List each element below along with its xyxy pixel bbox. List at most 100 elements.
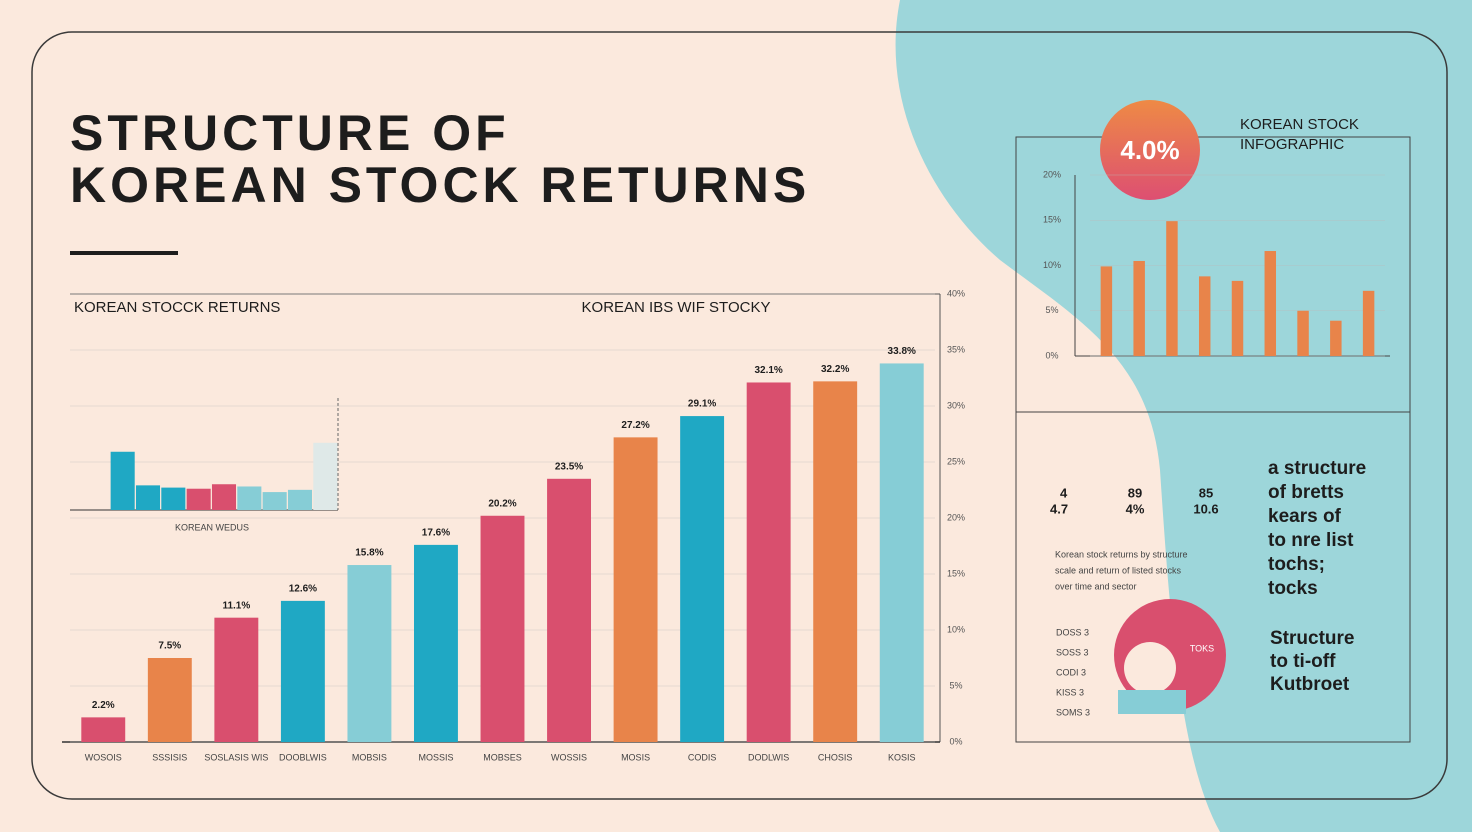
bullet-line: kears of bbox=[1268, 506, 1342, 527]
value-label: 32.1% bbox=[754, 365, 782, 376]
x-tick-label: MOSIS bbox=[621, 752, 650, 762]
x-tick-label: SOSLASIS WIS bbox=[204, 752, 268, 762]
chart-subtitle: KOREAN IBS WIF STOCKY bbox=[582, 299, 771, 316]
footer-line: to ti-off bbox=[1270, 651, 1336, 672]
stat: 10.6 bbox=[1193, 501, 1218, 516]
legend-entry: CODI 3 bbox=[1056, 667, 1086, 677]
bar bbox=[186, 488, 211, 510]
value-label: 20.2% bbox=[488, 498, 516, 509]
bar bbox=[414, 544, 458, 742]
pie-label: TOKS bbox=[1190, 643, 1214, 653]
stat: 4 bbox=[1060, 485, 1068, 500]
bullet-line: tochs; bbox=[1268, 554, 1325, 575]
y-tick-label: 40% bbox=[947, 288, 965, 298]
bar bbox=[110, 451, 135, 510]
inset-label: KOREAN WEDUS bbox=[175, 522, 249, 532]
legend-entry: DOSS 3 bbox=[1056, 627, 1089, 637]
bar bbox=[1362, 290, 1375, 356]
x-tick-label: KOSIS bbox=[888, 752, 916, 762]
bar bbox=[746, 382, 791, 742]
y-tick-label: 15% bbox=[947, 568, 965, 578]
y-tick-label: 25% bbox=[947, 456, 965, 466]
body-text: over time and sector bbox=[1055, 581, 1137, 591]
x-tick-label: MOSSIS bbox=[418, 752, 453, 762]
y-tick-label: 10% bbox=[947, 624, 965, 634]
legend-entry: SOMS 3 bbox=[1056, 707, 1090, 717]
stat: 85 bbox=[1199, 485, 1213, 500]
bullet-list: a structure of bretts kears of to nre list t… bbox=[1268, 458, 1366, 599]
bar bbox=[547, 478, 591, 742]
bar bbox=[147, 658, 192, 742]
value-label: 2.2% bbox=[92, 700, 115, 711]
panel-frame bbox=[1015, 136, 1411, 743]
value-label: 11.1% bbox=[222, 600, 250, 611]
bar bbox=[1297, 310, 1309, 356]
bar bbox=[313, 442, 338, 510]
bullet-line: to nre list bbox=[1268, 530, 1354, 551]
bar bbox=[680, 416, 725, 742]
bar bbox=[613, 437, 658, 742]
legend: DOSS 3 SOSS 3 CODI 3 KISS 3 SOMS 3 bbox=[1056, 627, 1090, 717]
y-tick-label: 0% bbox=[1045, 350, 1058, 360]
y-tick-label: 15% bbox=[1043, 215, 1061, 225]
bar bbox=[347, 565, 392, 742]
bar bbox=[813, 381, 858, 742]
bar bbox=[1264, 251, 1277, 356]
title-line: KOREAN STOCK RETURNS bbox=[70, 157, 810, 213]
bar bbox=[1231, 280, 1244, 356]
bar bbox=[287, 489, 313, 510]
value-label: 33.8% bbox=[888, 346, 916, 357]
bar bbox=[237, 486, 262, 510]
x-tick-label: SSSISIS bbox=[152, 752, 187, 762]
legend-entry: KISS 3 bbox=[1056, 687, 1084, 697]
y-tick-label: 35% bbox=[947, 344, 965, 354]
bar bbox=[1166, 221, 1178, 356]
background-blob bbox=[895, 0, 1472, 832]
stat: 4.7 bbox=[1050, 501, 1068, 516]
y-tick-label: 20% bbox=[1043, 169, 1061, 179]
title-rule bbox=[70, 251, 178, 255]
bar bbox=[1330, 320, 1342, 356]
bullet-line: tocks bbox=[1268, 578, 1318, 599]
value-label: 12.6% bbox=[289, 584, 317, 595]
y-tick-label: 0% bbox=[949, 736, 962, 746]
bullet-line: of bretts bbox=[1268, 482, 1344, 503]
bar bbox=[1133, 260, 1145, 356]
body-text: Korean stock returns by structure bbox=[1055, 549, 1188, 559]
frame bbox=[31, 31, 1448, 800]
footer-line: Structure bbox=[1270, 628, 1354, 649]
bar bbox=[135, 485, 161, 510]
x-tick-label: MOBSIS bbox=[352, 752, 387, 762]
footer-line: Kutbroet bbox=[1270, 674, 1350, 695]
bar bbox=[280, 600, 325, 742]
x-tick-label: WOSOIS bbox=[85, 752, 122, 762]
title-line: STRUCTURE OF bbox=[70, 105, 510, 161]
value-label: 32.2% bbox=[821, 364, 849, 375]
bar bbox=[262, 492, 287, 510]
y-tick-label: 5% bbox=[949, 680, 962, 690]
x-tick-label: MOBSES bbox=[483, 752, 522, 762]
value-label: 7.5% bbox=[158, 641, 181, 652]
value-label: 27.2% bbox=[621, 420, 649, 431]
bar bbox=[1100, 266, 1113, 356]
stat: 89 bbox=[1128, 485, 1142, 500]
body-text: scale and return of listed stocks bbox=[1055, 565, 1182, 575]
value-label: 29.1% bbox=[688, 399, 716, 410]
y-tick-label: 5% bbox=[1045, 305, 1058, 315]
bullet-line: a structure bbox=[1268, 458, 1366, 479]
panel-subtitle: INFOGRAPHIC bbox=[1240, 136, 1344, 153]
legend-entry: SOSS 3 bbox=[1056, 647, 1089, 657]
x-tick-label: DODLWIS bbox=[748, 752, 789, 762]
value-label: 23.5% bbox=[555, 461, 583, 472]
pie-tag bbox=[1118, 690, 1186, 714]
pie-hole bbox=[1124, 642, 1176, 694]
bar bbox=[161, 487, 186, 510]
y-tick-label: 30% bbox=[947, 400, 965, 410]
x-tick-label: DOOBLWIS bbox=[279, 752, 327, 762]
bar bbox=[81, 717, 126, 742]
y-tick-label: 10% bbox=[1043, 260, 1061, 270]
y-tick-label: 20% bbox=[947, 512, 965, 522]
value-label: 17.6% bbox=[422, 528, 450, 539]
chart-title: KOREAN STOCCK RETURNS bbox=[74, 299, 280, 316]
